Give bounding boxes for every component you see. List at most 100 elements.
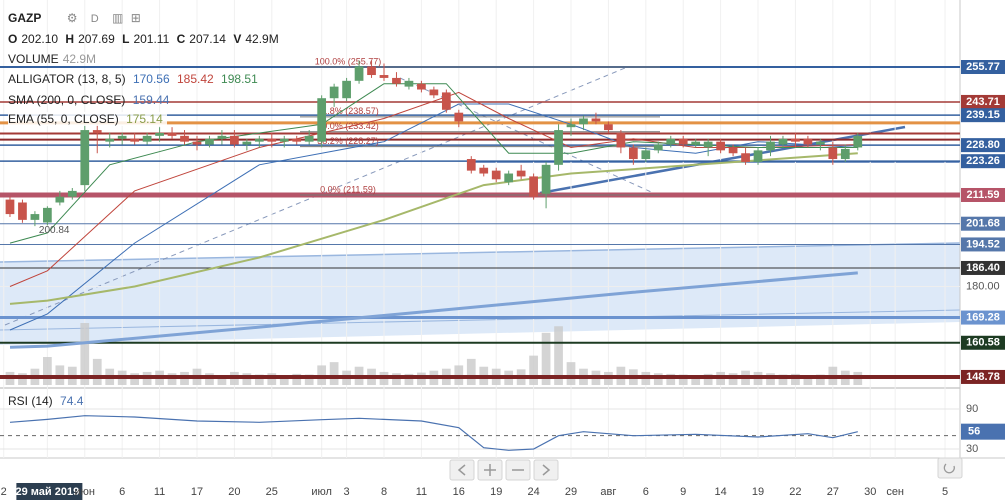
x-tick-label: 6 — [119, 486, 125, 498]
volume-bar — [691, 375, 701, 385]
indicator-value: 198.51 — [221, 72, 258, 86]
volume-bar — [392, 373, 401, 385]
candle-body — [230, 135, 239, 145]
ohlc-value: 207.14 — [189, 32, 226, 46]
ohlc-label: C — [176, 32, 186, 46]
indicator-line — [9, 152, 858, 305]
x-tick-label: 27 — [827, 486, 839, 498]
candle-body — [703, 141, 713, 148]
candle-body — [653, 144, 663, 151]
fib-label: 50.0% (233.42) — [317, 121, 379, 131]
candle-body — [803, 138, 813, 145]
volume-bar — [653, 373, 663, 385]
volume-bar — [279, 375, 289, 385]
legend-ema[interactable]: EMA (55, 0, CLOSE) 175.14 — [8, 112, 167, 126]
legend-alligator[interactable]: ALLIGATOR (13, 8, 5) 170.56 185.42 198.5… — [8, 72, 262, 86]
price-label: 255.77 — [966, 61, 1000, 73]
price-label: 211.59 — [966, 189, 999, 201]
x-tick-label: 11 — [416, 486, 427, 498]
candle-body — [417, 83, 426, 90]
indicator-line — [9, 91, 858, 287]
candle-body — [628, 147, 638, 160]
candle-body — [554, 130, 563, 165]
x-tick-label: июн — [75, 486, 95, 498]
volume-bar — [678, 374, 688, 385]
candle-body — [691, 141, 701, 145]
price-label: 228.80 — [966, 139, 1000, 151]
volume-bar — [329, 362, 339, 385]
volume-bar — [205, 373, 214, 385]
candle-body — [479, 167, 489, 174]
legend-volume[interactable]: VOLUME 42.9M — [8, 52, 100, 66]
candle-body — [105, 138, 115, 142]
volume-bar — [466, 358, 476, 385]
y-tick-label: 180.00 — [966, 280, 1000, 292]
x-tick-label: авг — [600, 486, 616, 498]
candle-body — [67, 190, 77, 197]
settings-icon[interactable]: ⚙ — [66, 11, 78, 25]
indicator-value: 175.14 — [126, 112, 163, 126]
chart-style-icon[interactable]: ▥ — [112, 11, 124, 25]
candle-body — [192, 141, 202, 145]
price-label: 186.40 — [966, 262, 1000, 274]
legend-rsi[interactable]: RSI (14) 74.4 — [8, 394, 87, 408]
reset-button[interactable] — [937, 457, 963, 479]
x-tick-label: 25 — [266, 486, 278, 498]
legend-sma[interactable]: SMA (200, 0, CLOSE) 159.44 — [8, 93, 173, 107]
volume-bar — [404, 373, 414, 385]
rsi-line — [9, 415, 858, 451]
ohlc-value: 202.10 — [21, 32, 59, 46]
candle-body — [354, 66, 364, 81]
scroll-left-button[interactable] — [449, 459, 475, 481]
icon — [943, 463, 955, 474]
fib-label: 100.0% (255.77) — [315, 56, 382, 66]
volume-bar — [529, 355, 538, 385]
icon — [542, 464, 551, 476]
x-tick-label: 17 — [191, 486, 203, 498]
candle-body — [367, 66, 376, 76]
candle-body — [616, 132, 626, 148]
indicator-name: EMA (55, 0, CLOSE) — [8, 112, 119, 126]
symbol: GAZP — [8, 11, 42, 25]
candle-body — [5, 199, 15, 215]
candle-body — [491, 170, 501, 180]
indicator-line — [9, 271, 858, 349]
candle-body — [728, 147, 738, 154]
volume-bar — [92, 358, 102, 385]
interval[interactable]: D — [90, 13, 99, 25]
candle-body — [853, 135, 863, 148]
price-label-box — [961, 108, 1005, 123]
icon — [457, 464, 466, 476]
scroll-right-button[interactable] — [533, 459, 559, 481]
candle-body — [404, 80, 414, 87]
candle-body — [342, 80, 351, 99]
ohlc-label: H — [65, 32, 75, 46]
candle-body — [180, 135, 189, 142]
candle-body — [155, 132, 164, 136]
fib-label: 38.2% (228.27) — [317, 136, 379, 146]
price-label-box — [961, 187, 1005, 202]
candle-body — [55, 196, 65, 203]
candle-body — [429, 89, 439, 96]
fib-label: 0.0% (211.59) — [320, 184, 376, 194]
icon — [484, 464, 496, 476]
candle-body — [205, 138, 214, 145]
candle-body — [217, 135, 227, 139]
ohlc-value: 207.69 — [78, 32, 115, 46]
rsi-value-label: 56 — [968, 426, 980, 438]
candle-body — [541, 164, 551, 194]
x-tick-label: 22 — [789, 486, 801, 498]
volume-bar — [267, 373, 277, 385]
x-tick-label: 19 — [752, 486, 764, 498]
x-tick-label: 14 — [714, 486, 726, 498]
volume-bar — [254, 374, 264, 385]
add-icon[interactable]: ⊞ — [130, 11, 141, 25]
price-label-box — [961, 216, 1005, 231]
candle-body — [604, 124, 613, 131]
volume-bar — [217, 375, 227, 385]
volume-bar — [554, 326, 563, 385]
candle-body — [666, 138, 676, 145]
ohlc-label: O — [8, 32, 18, 46]
candle-body — [566, 124, 576, 128]
